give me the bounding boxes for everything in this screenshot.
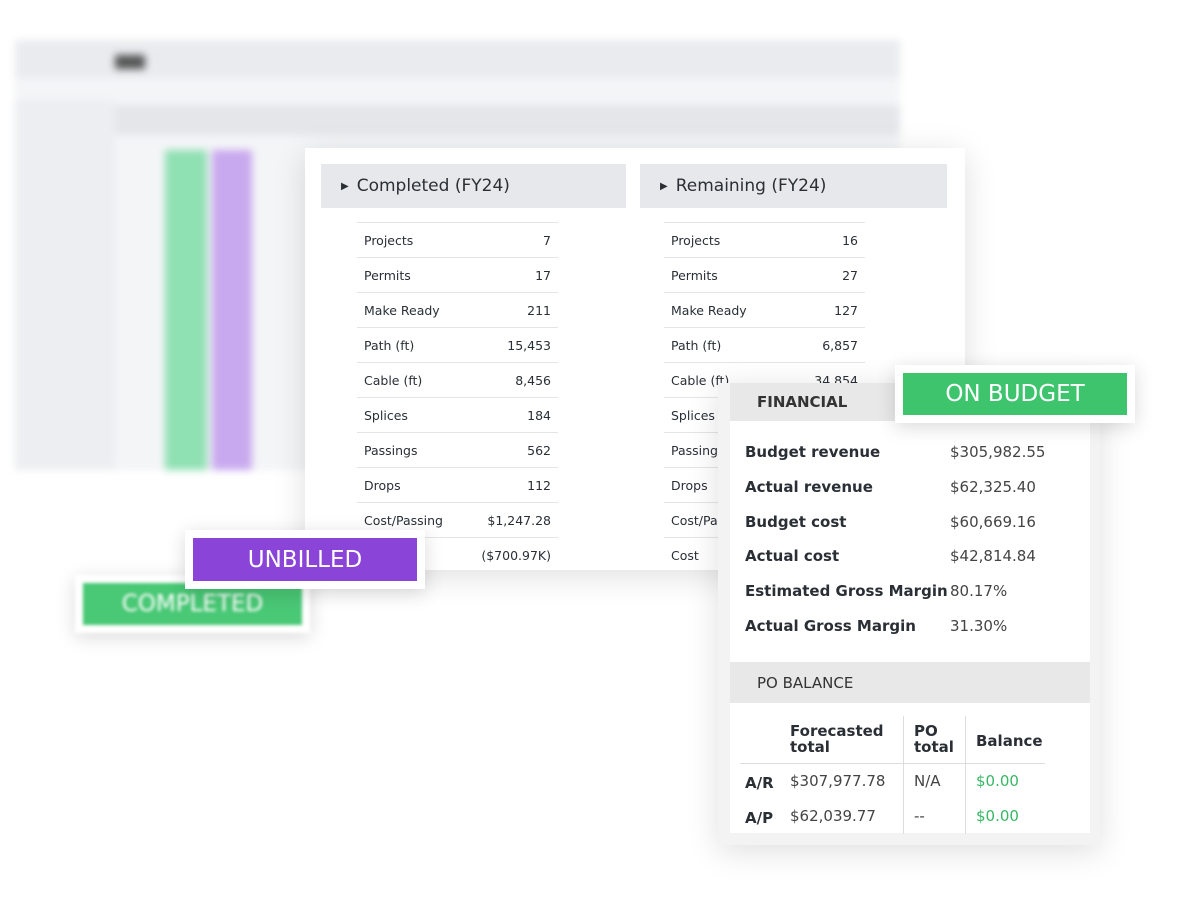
financial-value: $42,814.84 — [950, 547, 1036, 566]
po-column-header: Balance — [976, 732, 1043, 750]
table-row: Projects 7 — [357, 222, 558, 257]
table-row: Permits 27 — [664, 257, 865, 292]
row-value: 7 — [543, 232, 551, 248]
financial-title: FINANCIAL — [757, 393, 848, 411]
toolbar-icon — [115, 55, 145, 69]
remaining-title: Remaining (FY24) — [675, 176, 827, 196]
row-label: Projects — [671, 232, 721, 248]
po-row-label: A/R — [745, 774, 774, 792]
row-label: Make Ready — [364, 302, 440, 318]
table-row: ($700.97K) — [357, 537, 558, 572]
po-column-header: Forecasted total — [790, 722, 884, 756]
financial-label: Actual cost — [745, 547, 840, 566]
table-row: Passings 562 — [357, 432, 558, 467]
toolbar — [15, 40, 900, 78]
po-cell: -- — [914, 807, 925, 825]
po-column-header: PO total — [914, 722, 954, 756]
table-row: Path (ft) 6,857 — [664, 327, 865, 362]
row-label: Cable (ft) — [671, 372, 730, 388]
po-cell: $62,039.77 — [790, 807, 876, 825]
financial-value: 31.30% — [950, 617, 1008, 635]
row-label: Projects — [364, 232, 414, 248]
sidebar — [15, 100, 115, 470]
completed-title: Completed (FY24) — [356, 176, 510, 196]
table-row: Projects 16 — [664, 222, 865, 257]
table-row: Drops 112 — [357, 467, 558, 502]
completed-header: Completed (FY24) — [321, 164, 626, 208]
badge-text: COMPLETED — [83, 583, 302, 625]
table-row: Cable (ft) 8,456 — [357, 362, 558, 397]
badge-text: ON BUDGET — [903, 373, 1127, 415]
table-row: Make Ready 127 — [664, 292, 865, 327]
row-label: Passings — [364, 442, 418, 458]
row-label: Permits — [671, 267, 718, 283]
row-divider — [740, 763, 1045, 764]
row-value: 112 — [527, 477, 551, 493]
financial-value: $60,669.16 — [950, 512, 1036, 531]
row-label: Passings — [671, 442, 725, 458]
table-row: Permits 17 — [357, 257, 558, 292]
col-divider — [965, 716, 966, 834]
row-value: 15,453 — [507, 337, 551, 353]
table-row: Cost/Passing $1,247.28 — [357, 502, 558, 537]
completed-table: Projects 7 Permits 17 Make Ready 211 Path (ft)… — [357, 222, 558, 572]
row-value: 16 — [842, 232, 858, 248]
table-row: Make Ready 211 — [357, 292, 558, 327]
row-value: $1,247.28 — [487, 512, 551, 528]
badge-text: UNBILLED — [193, 538, 417, 581]
row-label: Cable (ft) — [364, 372, 423, 388]
row-value: 6,857 — [822, 337, 858, 353]
row-value: 184 — [527, 407, 551, 423]
col-divider — [903, 716, 904, 834]
row-value: ($700.97K) — [481, 547, 551, 563]
po-row-label: A/P — [745, 809, 774, 827]
po-cell: $0.00 — [976, 772, 1019, 790]
financial-body — [730, 383, 1090, 833]
po-cell: $0.00 — [976, 807, 1019, 825]
financial-value: 80.17% — [950, 582, 1008, 601]
row-label: Path (ft) — [671, 337, 722, 353]
financial-card: FINANCIAL PO BALANCE Budget revenue $305,… — [718, 383, 1100, 845]
po-header: PO BALANCE — [730, 662, 1090, 703]
financial-value: $305,982.55 — [950, 443, 1046, 461]
po-cell: N/A — [914, 772, 941, 790]
row-label: Splices — [671, 407, 715, 423]
purple-column — [212, 150, 252, 470]
row-label: Permits — [364, 267, 411, 283]
row-value: 27 — [842, 267, 858, 283]
table-row: Path (ft) 15,453 — [357, 327, 558, 362]
row-label: Splices — [364, 407, 408, 423]
unbilled-badge: UNBILLED — [185, 530, 425, 589]
row-value: 562 — [527, 442, 551, 458]
row-value: 8,456 — [515, 372, 551, 388]
financial-label: Actual revenue — [745, 477, 873, 496]
row-label: Path (ft) — [364, 337, 415, 353]
green-column — [165, 150, 207, 470]
row-value: 17 — [535, 267, 551, 283]
po-cell: $307,977.78 — [790, 772, 886, 790]
financial-label: Budget revenue — [745, 443, 881, 461]
on-budget-badge: ON BUDGET — [895, 365, 1135, 423]
financial-label: Actual Gross Margin — [745, 617, 916, 635]
row-label: Drops — [364, 477, 401, 493]
row-label: Cost/Passing — [364, 512, 443, 528]
row-label: Drops — [671, 477, 708, 493]
remaining-header: Remaining (FY24) — [640, 164, 947, 208]
grid-header — [115, 105, 900, 135]
row-value: 127 — [834, 302, 858, 318]
row-label: Make Ready — [671, 302, 747, 318]
po-title: PO BALANCE — [757, 673, 854, 692]
financial-value: $62,325.40 — [950, 477, 1036, 496]
table-row: Splices 184 — [357, 397, 558, 432]
financial-label: Budget cost — [745, 512, 847, 531]
row-label: Cost — [671, 547, 699, 563]
financial-label: Estimated Gross Margin — [745, 582, 948, 601]
row-value: 211 — [527, 302, 551, 318]
